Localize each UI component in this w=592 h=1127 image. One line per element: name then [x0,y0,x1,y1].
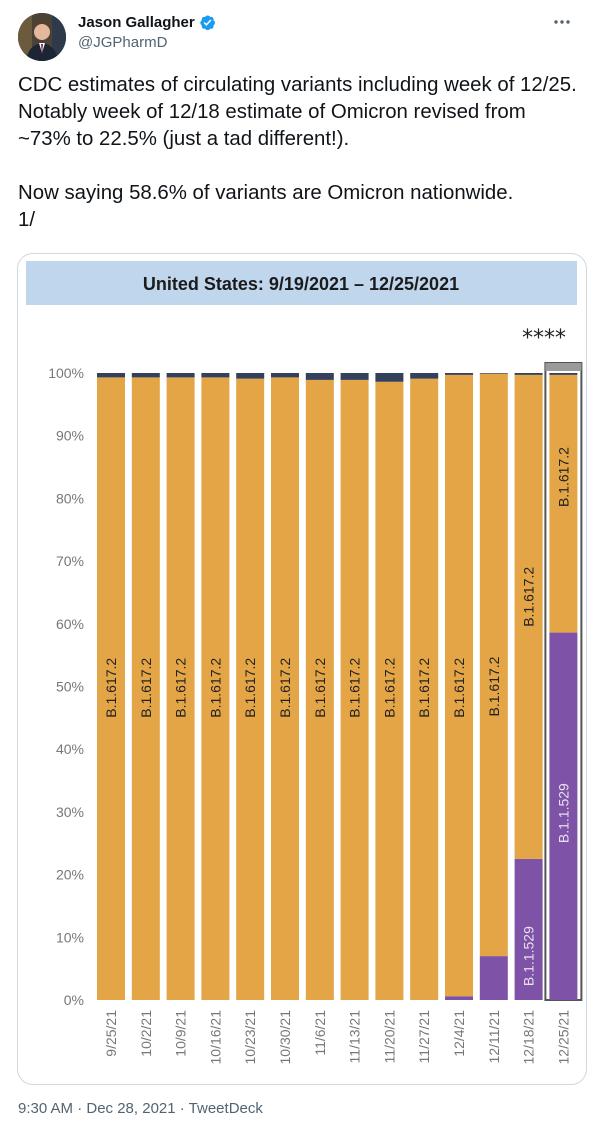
avatar[interactable] [18,13,66,61]
bar-segment-other [445,373,473,375]
bar-data-label: B.1.617.2 [103,658,119,718]
x-tick-label: 11/27/21 [416,1010,432,1064]
x-tick-label: 10/30/21 [277,1010,293,1065]
bar-data-label: B.1.617.2 [138,658,154,718]
y-tick-label: 60% [56,616,84,632]
x-tick-label: 12/25/21 [555,1010,571,1065]
bar-data-label: B.1.617.2 [173,658,189,718]
bar-segment-other [271,373,299,378]
bar-segment-other [131,373,160,378]
bar-segment-other [97,373,125,378]
x-tick-label: 12/4/21 [451,1010,467,1057]
author-name[interactable]: Jason Gallagher [78,14,195,31]
bar-segment-delta [549,374,578,633]
author-handle[interactable]: @JGPharmD [78,34,168,51]
x-tick-label: 11/20/21 [381,1010,397,1064]
bar-segment-delta [236,378,265,1000]
variant-stacked-bar-chart: United States: 9/19/2021 – 12/25/2021 **… [26,261,583,1065]
bar-segment-other [201,373,230,378]
x-tick-label: 12/18/21 [521,1010,537,1065]
bar-data-label: B.1.617.2 [207,658,223,718]
bar-segment-delta [445,374,473,997]
y-tick-label: 20% [56,867,84,883]
bar-segment-other [514,373,543,375]
y-tick-label: 30% [56,804,84,820]
tweet-timestamp[interactable]: 9:30 AM · Dec 28, 2021 [18,1100,176,1117]
bar-data-label: B.1.1.529 [555,783,571,843]
y-tick-label: 70% [56,553,84,569]
bar-segment-delta [131,377,160,1000]
bar-data-label: B.1.617.2 [347,658,363,718]
chart-title-background [26,261,577,305]
y-tick-label: 0% [64,992,84,1008]
avatar-image [18,13,66,61]
bar-segment-other [410,373,439,379]
author-name-row: Jason Gallagher [78,14,216,31]
x-tick-label: 9/25/21 [103,1010,119,1057]
chart-annotation: **** [522,326,566,351]
y-tick-label: 10% [56,929,84,945]
bar-data-label: B.1.617.2 [555,447,571,507]
bar-data-label: B.1.1.529 [521,926,537,986]
footer-separator: · [175,1100,189,1117]
bar-segment-omicron [445,996,473,1000]
bar-data-label: B.1.617.2 [312,658,328,718]
y-tick-label: 90% [56,428,84,444]
bar-segment-delta [305,379,334,1001]
x-tick-label: 10/9/21 [173,1010,189,1057]
chart-title: United States: 9/19/2021 – 12/25/2021 [143,274,459,294]
y-tick-label: 50% [56,679,84,695]
tweet-source[interactable]: TweetDeck [188,1100,263,1117]
x-tick-label: 11/13/21 [347,1010,363,1064]
bar-segment-delta [479,373,508,957]
bar-segment-delta [271,377,299,1000]
bar-segment-delta [201,377,230,1000]
x-tick-label: 10/23/21 [242,1010,258,1065]
bar-segment-other [549,373,578,375]
y-tick-label: 80% [56,490,84,506]
bar-data-label: B.1.617.2 [277,658,293,718]
bar-segment-omicron [549,632,578,1000]
bar-segment-other [340,373,369,380]
author-block: Jason Gallagher @JGPharmD [78,14,216,51]
x-tick-label: 10/16/21 [207,1010,223,1065]
bar-segment-other [236,373,265,379]
bar-data-label: B.1.617.2 [381,658,397,718]
bar-segment-delta [97,377,125,1000]
bar-data-label: B.1.617.2 [521,567,537,627]
bar-segment-delta [514,374,543,859]
bar-segment-other [305,373,334,380]
bar-data-label: B.1.617.2 [451,658,467,718]
bar-segment-delta [340,379,369,1001]
y-tick-label: 100% [48,365,84,381]
bar-segment-other [479,373,508,374]
x-tick-label: 11/6/21 [312,1010,328,1056]
bar-data-label: B.1.617.2 [416,658,432,718]
bar-segment-delta [166,377,195,1000]
bar-segment-omicron [479,956,508,1000]
y-tick-label: 40% [56,741,84,757]
bar-data-label: B.1.617.2 [242,658,258,718]
tweet-text: CDC estimates of circulating variants in… [18,74,577,231]
tweet-media-chart[interactable]: United States: 9/19/2021 – 12/25/2021 **… [17,253,587,1085]
bar-segment-other [375,373,404,382]
x-tick-label: 10/2/21 [138,1010,154,1057]
bar-segment-omicron [514,858,543,1000]
verified-badge-icon [199,14,216,31]
tweet-header: Jason Gallagher @JGPharmD [18,10,578,61]
bar-data-label: B.1.617.2 [486,656,502,716]
bar-segment-other [166,373,195,378]
highlighted-bar-cap [545,363,582,371]
bar-segment-delta [410,378,439,1000]
tweet-footer: 9:30 AM · Dec 28, 2021 · TweetDeck [18,1100,263,1117]
more-horizontal-icon[interactable] [552,12,572,37]
x-tick-label: 12/11/21 [486,1010,502,1064]
bar-segment-delta [375,381,404,1000]
